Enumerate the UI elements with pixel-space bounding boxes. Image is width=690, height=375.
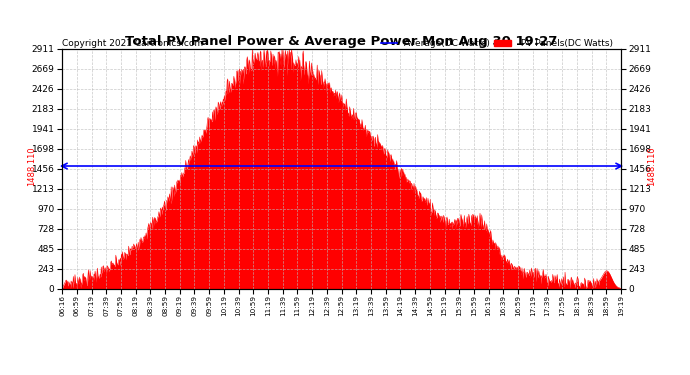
Title: Total PV Panel Power & Average Power Mon Aug 30 19:27: Total PV Panel Power & Average Power Mon…	[126, 34, 558, 48]
Text: Copyright 2021 Cartronics.com: Copyright 2021 Cartronics.com	[62, 39, 204, 48]
Text: 1488.110: 1488.110	[27, 146, 36, 186]
Text: 1488.110: 1488.110	[647, 146, 656, 186]
Legend: Average(DC Watts),  PV Panels(DC Watts): Average(DC Watts), PV Panels(DC Watts)	[377, 35, 616, 51]
